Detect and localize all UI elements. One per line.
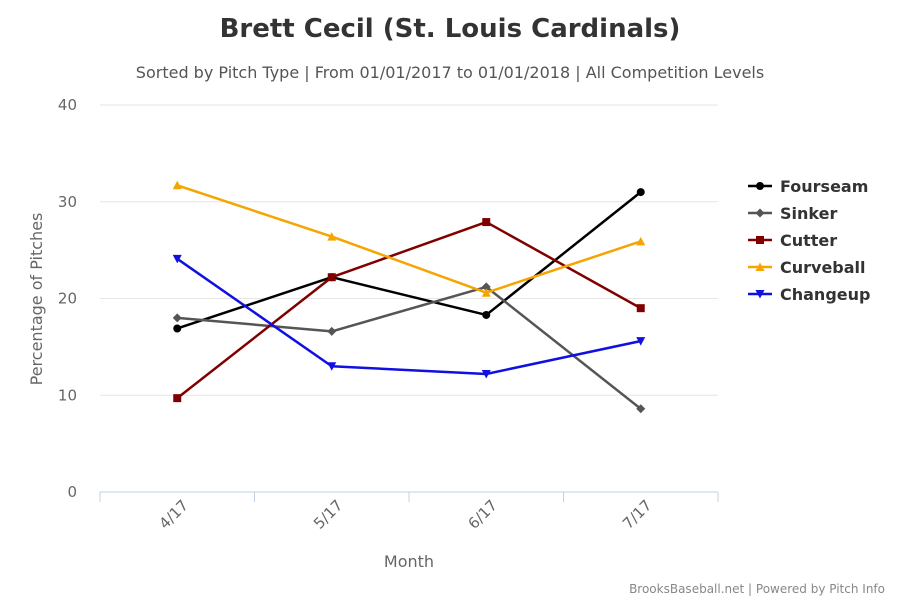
data-point-sinker[interactable]	[172, 313, 182, 323]
data-point-curveball[interactable]	[636, 236, 646, 246]
series-fourseam	[173, 188, 645, 333]
legend-item-changeup[interactable]: Changeup	[748, 285, 870, 304]
data-point-sinker[interactable]	[481, 282, 491, 292]
data-point-curveball[interactable]	[481, 288, 491, 297]
gridlines	[100, 104, 718, 396]
y-tick-label: 10	[58, 386, 77, 404]
data-point-changeup[interactable]	[481, 369, 491, 379]
x-tick-label: 7/17	[619, 496, 656, 533]
legend-label: Curveball	[780, 258, 866, 277]
x-tick-label: 6/17	[464, 496, 501, 533]
series-curveball	[172, 180, 646, 297]
data-point-fourseam[interactable]	[482, 310, 491, 319]
series-cutter	[173, 218, 645, 403]
legend-marker	[756, 236, 764, 244]
series-line-curveball[interactable]	[176, 184, 642, 294]
legend-marker	[755, 208, 765, 218]
data-point-curveball[interactable]	[172, 180, 182, 190]
series-line-changeup[interactable]	[176, 257, 642, 376]
legend-marker	[755, 290, 765, 299]
y-axis-title: Percentage of Pitches	[27, 213, 46, 386]
legend-marker	[756, 182, 764, 190]
legend-marker	[755, 262, 765, 271]
x-tick-label: 5/17	[310, 496, 347, 533]
chart-subtitle: Sorted by Pitch Type | From 01/01/2017 t…	[136, 63, 764, 82]
legend-label: Cutter	[780, 231, 837, 250]
data-point-fourseam[interactable]	[173, 324, 182, 333]
data-point-sinker[interactable]	[327, 326, 337, 336]
y-tick-label: 30	[58, 193, 77, 211]
data-point-cutter[interactable]	[327, 273, 336, 282]
legend-item-fourseam[interactable]: Fourseam	[748, 177, 868, 196]
x-tick-label: 4/17	[155, 496, 192, 533]
legend-label: Fourseam	[780, 177, 868, 196]
y-tick-label: 20	[58, 290, 77, 308]
legend-item-curveball[interactable]: Curveball	[748, 258, 866, 277]
legend-label: Changeup	[780, 285, 870, 304]
series-sinker	[172, 282, 646, 414]
y-axis-ticks: 0 10 20 30 40	[58, 96, 77, 501]
data-point-cutter[interactable]	[636, 304, 645, 313]
series-line-cutter[interactable]	[176, 220, 642, 400]
credits-text[interactable]: BrooksBaseball.net | Powered by Pitch In…	[629, 582, 885, 596]
data-point-changeup[interactable]	[172, 254, 182, 264]
x-axis-ticks: 4/17 5/17 6/17 7/17	[99, 492, 719, 533]
data-point-sinker[interactable]	[636, 404, 646, 414]
data-point-changeup[interactable]	[327, 362, 337, 371]
series-line-fourseam[interactable]	[176, 191, 642, 330]
series-changeup	[172, 254, 646, 379]
y-tick-label: 0	[67, 483, 77, 501]
legend-item-sinker[interactable]: Sinker	[748, 204, 837, 223]
data-point-changeup[interactable]	[636, 337, 646, 346]
y-tick-label: 40	[58, 96, 77, 114]
data-point-cutter[interactable]	[173, 394, 182, 403]
data-point-cutter[interactable]	[482, 218, 491, 227]
legend-label: Sinker	[780, 204, 837, 223]
chart-title: Brett Cecil (St. Louis Cardinals)	[220, 14, 681, 44]
data-point-fourseam[interactable]	[636, 188, 645, 197]
legend-item-cutter[interactable]: Cutter	[748, 231, 837, 250]
x-axis-title: Month	[384, 552, 434, 571]
data-point-curveball[interactable]	[327, 232, 337, 241]
legend: Fourseam Sinker Cutter Curveball Changeup	[748, 177, 870, 304]
series-line-sinker[interactable]	[177, 285, 642, 410]
series-group	[172, 180, 646, 414]
